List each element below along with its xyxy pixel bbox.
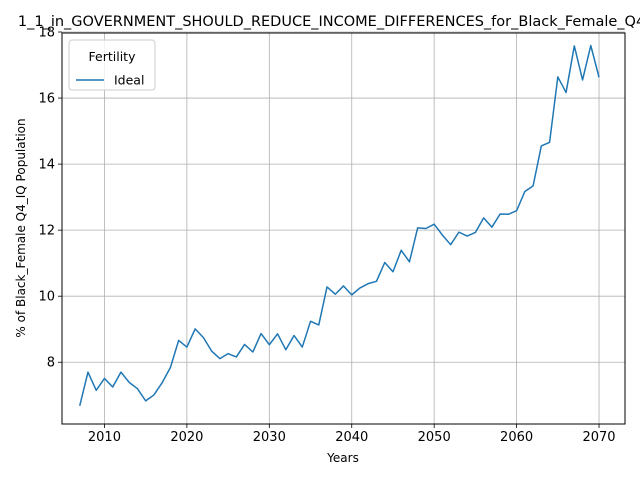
legend-label-ideal: Ideal — [114, 73, 144, 88]
legend: Fertility Ideal — [68, 39, 156, 91]
y-tick-label: 10 — [38, 290, 55, 305]
legend-title: Fertility — [89, 49, 137, 64]
plot-area-frame — [61, 32, 626, 425]
axis-ticks: 2010 2020 2030 2040 2050 2060 2070 8 10 12 14 16 18 — [38, 26, 615, 445]
x-tick-label: 2020 — [170, 430, 203, 445]
series-lines — [78, 44, 600, 407]
x-tick-label: 2010 — [88, 430, 121, 445]
x-tick-label: 2030 — [253, 430, 286, 445]
series-line-ideal — [78, 44, 600, 407]
y-axis-label: % of Black_Female Q4_IQ Population — [14, 118, 28, 337]
y-tick-label: 8 — [47, 356, 55, 371]
grid — [62, 31, 625, 424]
x-tick-label: 2050 — [418, 430, 451, 445]
y-tick-label: 16 — [38, 92, 55, 107]
chart-title: 1_1_in_GOVERNMENT_SHOULD_REDUCE_INCOME_D… — [18, 14, 640, 30]
y-tick-label: 18 — [38, 26, 55, 41]
y-tick-label: 14 — [38, 158, 55, 173]
x-axis-label: Years — [326, 451, 359, 465]
y-tick-label: 12 — [38, 224, 55, 239]
x-tick-label: 2040 — [335, 430, 368, 445]
legend-box — [68, 39, 156, 91]
x-tick-label: 2070 — [582, 430, 615, 445]
x-tick-label: 2060 — [500, 430, 533, 445]
